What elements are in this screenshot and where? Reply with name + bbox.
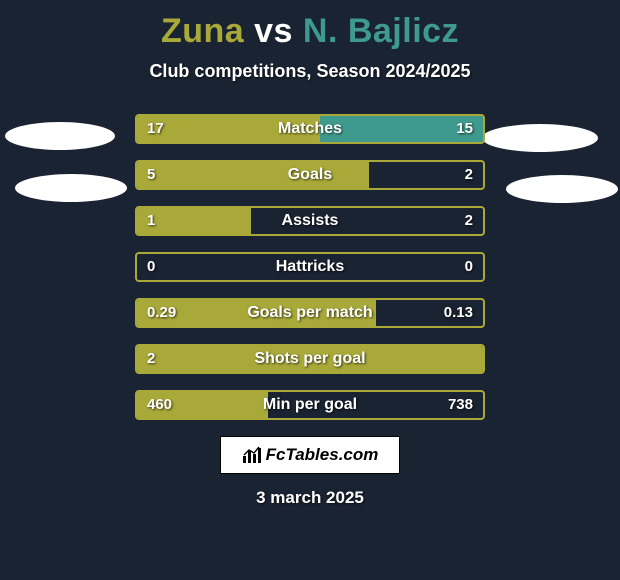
vs-text: vs	[254, 12, 293, 50]
stat-value-right: 2	[465, 162, 473, 188]
player-oval-3	[506, 175, 618, 203]
stat-row: 0.290.13Goals per match	[135, 298, 485, 328]
stat-row: 12Assists	[135, 206, 485, 236]
stat-bar-left	[137, 346, 483, 372]
stat-label: Hattricks	[137, 254, 483, 280]
date-label: 3 march 2025	[0, 488, 620, 508]
brand-box[interactable]: FcTables.com	[220, 436, 400, 474]
player2-name: N. Bajlicz	[303, 12, 459, 50]
stat-row: 2Shots per goal	[135, 344, 485, 374]
stat-row: 1715Matches	[135, 114, 485, 144]
stats-container: 1715Matches 52Goals 12Assists 0 0Hattricks 0.…	[135, 114, 485, 420]
stat-bar-left	[137, 208, 251, 234]
player-oval-1	[15, 174, 127, 202]
player-oval-2	[482, 124, 598, 152]
player1-name: Zuna	[161, 12, 244, 50]
stat-value-right: 738	[448, 392, 473, 418]
stat-value-right: 0	[465, 254, 473, 280]
brand-text: FcTables.com	[266, 445, 379, 465]
comparison-title: Zuna vs N. Bajlicz	[0, 0, 620, 51]
stat-value-right: 0.13	[444, 300, 473, 326]
player-oval-0	[5, 122, 115, 150]
stat-row: 0 0Hattricks	[135, 252, 485, 282]
subtitle: Club competitions, Season 2024/2025	[0, 61, 620, 82]
stat-bar-left	[137, 300, 376, 326]
stat-bar-left	[137, 392, 268, 418]
stat-row: 52Goals	[135, 160, 485, 190]
stat-value-right: 2	[465, 208, 473, 234]
stat-value-left: 0	[147, 254, 155, 280]
stat-row: 460738Min per goal	[135, 390, 485, 420]
chart-icon	[242, 446, 262, 464]
stat-bar-left	[137, 162, 369, 188]
stat-bar-right	[320, 116, 483, 142]
stat-bar-left	[137, 116, 320, 142]
